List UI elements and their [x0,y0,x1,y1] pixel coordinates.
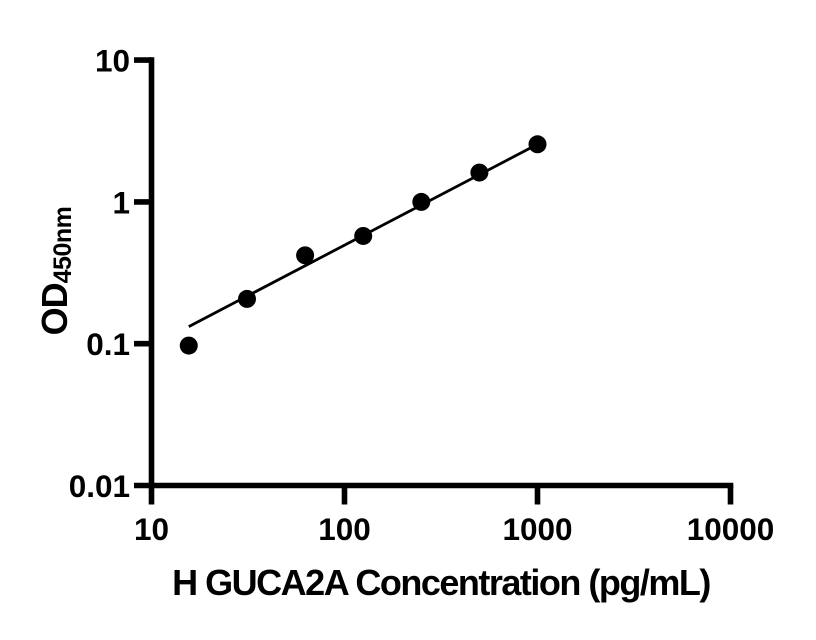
y-tick-label: 0.01 [69,468,130,504]
data-point [412,192,431,211]
x-tick-label: 10 [134,511,169,547]
y-axis-title: OD 450nm [34,206,77,336]
x-tick-label: 1000 [502,511,572,547]
y-axis-title-main: OD [34,283,75,336]
x-tick-label: 10000 [687,511,775,547]
data-point [238,289,257,308]
x-tick-label: 100 [318,511,371,547]
data-point [296,246,315,265]
y-tick-label: 0.1 [86,326,130,362]
data-point [179,336,198,355]
data-point [354,226,373,245]
data-point [528,135,547,154]
y-tick-label: 1 [112,184,130,220]
data-point [470,163,489,182]
y-tick-label: 10 [95,43,130,79]
x-axis-title: H GUCA2A Concentration (pg/mL) [172,562,711,603]
y-axis-title-subscript: 450nm [49,206,77,284]
